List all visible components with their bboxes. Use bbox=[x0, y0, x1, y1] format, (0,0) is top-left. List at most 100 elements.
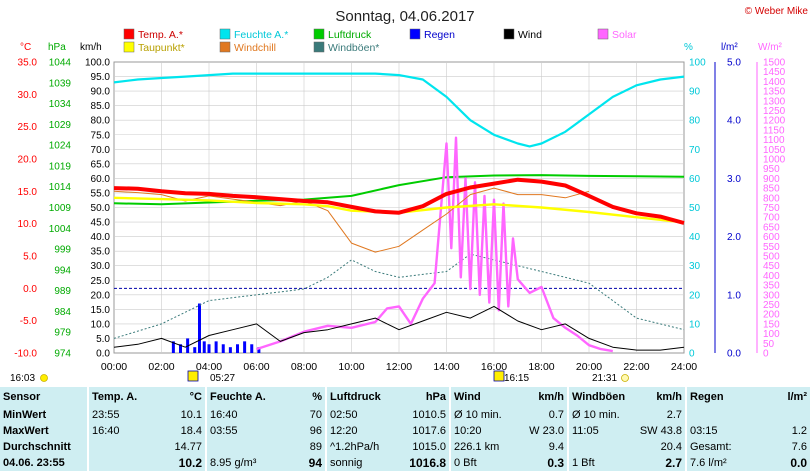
copyright-label: © Weber Mike bbox=[745, 6, 809, 17]
solar-tick: 1350 bbox=[763, 87, 786, 98]
humidity-tick: 60 bbox=[689, 174, 701, 185]
wind-tick: 65.0 bbox=[91, 159, 111, 170]
humidity-tick: 0 bbox=[689, 349, 695, 360]
humidity-tick: 90 bbox=[689, 87, 701, 98]
rain-tick: 4.0 bbox=[727, 116, 741, 127]
pressure-tick: 1014 bbox=[49, 182, 72, 193]
stats-cell: 7.6 l/m² bbox=[685, 455, 750, 471]
pressure-tick: 1029 bbox=[49, 120, 72, 131]
x-tick: 20:00 bbox=[576, 361, 602, 373]
stats-cell: 18.4 bbox=[180, 425, 202, 437]
rain-bar bbox=[207, 344, 211, 353]
x-tick: 06:00 bbox=[243, 361, 269, 373]
solar-tick: 500 bbox=[763, 252, 780, 263]
temp-tick: 15.0 bbox=[18, 187, 38, 198]
unit-temp: °C bbox=[20, 42, 31, 53]
stats-header-cell: km/h bbox=[538, 391, 564, 403]
stats-row: 04.06. 23:55 10.2 8.95 g/m³ 94 sonnig 1016.8 0… bbox=[0, 455, 810, 471]
legend-label: Windböen* bbox=[328, 42, 379, 54]
solar-tick: 700 bbox=[763, 213, 780, 224]
chart-legend: Temp. A.* Feuchte A.* Luftdruck Regen Wind So… bbox=[123, 28, 637, 54]
pressure-tick: 1009 bbox=[49, 203, 72, 214]
humidity-tick: 50 bbox=[689, 203, 701, 214]
legend-label: Temp. A.* bbox=[138, 29, 183, 41]
stats-cell: Ø 10 min. bbox=[449, 407, 516, 423]
wind-tick: 25.0 bbox=[91, 276, 111, 287]
stats-cell bbox=[567, 439, 630, 455]
stats-header-cell: Wind bbox=[449, 387, 516, 407]
wind-tick: 90.0 bbox=[91, 87, 111, 98]
stats-row: Durchschnitt 14.77 89 ^1.2hPa/h 1015.0 226.1 … bbox=[0, 439, 810, 455]
rain-tick: 3.0 bbox=[727, 174, 741, 185]
x-tick: 08:00 bbox=[291, 361, 317, 373]
temp-tick: 5.0 bbox=[23, 252, 37, 263]
x-tick: 04:00 bbox=[196, 361, 222, 373]
temp-a-line bbox=[113, 177, 685, 225]
stats-cell: 0 Bft bbox=[449, 455, 516, 471]
legend-swatch bbox=[123, 28, 135, 40]
solar-tick: 100 bbox=[763, 329, 780, 340]
wind-line bbox=[113, 305, 685, 351]
stats-table: Sensor Temp. A. °C Feuchte A.% Luftdruck hPa W… bbox=[0, 387, 810, 471]
rain-bar bbox=[228, 347, 232, 353]
temp-tick: 25.0 bbox=[18, 122, 38, 133]
windb-en-line bbox=[113, 253, 685, 339]
stats-cell: 70 bbox=[309, 409, 322, 421]
rain-bar bbox=[202, 341, 206, 353]
legend-label: Windchill bbox=[234, 42, 276, 54]
solar-tick: 300 bbox=[763, 290, 780, 301]
stats-cell: ^1.2hPa/h bbox=[325, 439, 392, 455]
stats-cell bbox=[205, 439, 278, 455]
stats-cell bbox=[87, 455, 148, 471]
temp-tick: 10.0 bbox=[18, 219, 38, 230]
stats-cell: 03:55 bbox=[205, 423, 278, 439]
solar-tick: 850 bbox=[763, 184, 780, 195]
luftdruck-line bbox=[113, 174, 685, 206]
stats-cell bbox=[87, 439, 148, 455]
stats-header-cell: Windböen bbox=[567, 387, 630, 407]
stats-header-cell: hPa bbox=[425, 391, 446, 403]
solar-tick: 400 bbox=[763, 271, 780, 282]
solar-tick: 1150 bbox=[763, 125, 785, 136]
pressure-tick: 1004 bbox=[49, 224, 72, 235]
solar-tick: 800 bbox=[763, 193, 780, 204]
solar-tick: 1000 bbox=[763, 155, 786, 166]
stats-cell: 14.77 bbox=[174, 441, 202, 453]
pressure-tick: 1039 bbox=[49, 78, 72, 89]
unit-wind: km/h bbox=[80, 42, 102, 53]
legend-label: Taupunkt* bbox=[138, 42, 185, 54]
solar-tick: 200 bbox=[763, 310, 780, 321]
stats-header-row: Sensor Temp. A. °C Feuchte A.% Luftdruck hPa W… bbox=[0, 387, 810, 407]
rain-bar bbox=[193, 347, 197, 353]
wind-tick: 95.0 bbox=[91, 72, 111, 83]
wind-tick: 80.0 bbox=[91, 116, 111, 127]
temp-tick: 20.0 bbox=[18, 155, 38, 166]
stats-cell: 7.6 bbox=[791, 441, 807, 453]
x-tick: 10:00 bbox=[338, 361, 364, 373]
x-tick: 16:00 bbox=[481, 361, 507, 373]
stats-cell: 1 Bft bbox=[567, 455, 630, 471]
stats-cell: sonnig bbox=[325, 455, 392, 471]
rain-bar bbox=[257, 347, 261, 353]
rain-bar bbox=[221, 344, 225, 353]
solar-tick: 450 bbox=[763, 261, 780, 272]
wind-tick: 70.0 bbox=[91, 145, 111, 156]
x-tick: 22:00 bbox=[623, 361, 649, 373]
pressure-tick: 984 bbox=[54, 307, 71, 318]
stats-cell: W 23.0 bbox=[529, 425, 564, 437]
x-tick: 14:00 bbox=[433, 361, 459, 373]
solar-tick: 900 bbox=[763, 174, 780, 185]
humidity-tick: 100 bbox=[689, 58, 706, 69]
x-tick: 12:00 bbox=[386, 361, 412, 373]
legend-label: Solar bbox=[612, 29, 637, 41]
sunrise-label: 05:27 bbox=[210, 373, 235, 384]
rain-tick: 1.0 bbox=[727, 290, 741, 301]
stats-cell: 94 bbox=[308, 456, 322, 470]
rain-bar bbox=[250, 344, 254, 353]
humidity-tick: 20 bbox=[689, 290, 701, 301]
stats-cell bbox=[750, 407, 810, 423]
wind-tick: 85.0 bbox=[91, 101, 111, 112]
stats-row: MaxWert 16:40 18.4 03:55 96 12:20 1017.6 10:20 W… bbox=[0, 423, 810, 439]
stats-cell: 20.4 bbox=[660, 441, 682, 453]
stats-cell: 96 bbox=[309, 425, 322, 437]
